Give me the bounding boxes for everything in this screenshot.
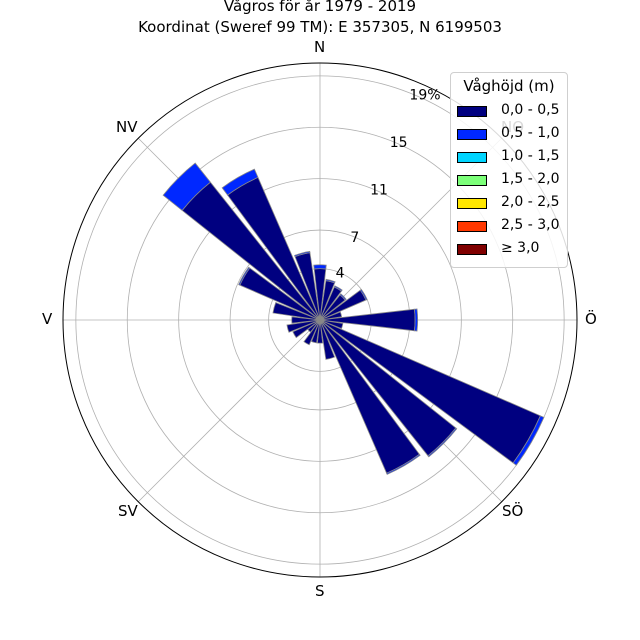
legend-label: 1,5 - 2,0: [501, 171, 560, 187]
legend-swatch: [457, 152, 487, 163]
rose-bar-165-bin-0: [319, 319, 336, 360]
rose-bar-180-bin-0: [316, 319, 324, 344]
radial-tick-label: 19%: [409, 87, 440, 103]
rose-bar-255-bin-0: [286, 319, 321, 333]
direction-label-o: Ö: [585, 310, 597, 328]
rose-bar-210-bin-0: [303, 319, 321, 346]
radial-tick-label: 7: [350, 230, 359, 246]
rose-bar-285-bin-0: [272, 302, 321, 321]
legend-swatch: [457, 129, 487, 140]
rose-bar-240-bin-0: [292, 319, 321, 339]
legend-swatch: [457, 244, 487, 255]
rose-bar-60-bin-1: [359, 288, 368, 301]
rose-bar-45-bin-1: [339, 293, 347, 301]
legend: Våghöjd (m) 0,0 - 0,5 0,5 - 1,0 1,0 - 1,…: [450, 72, 568, 268]
radial-tick-label: 11: [370, 182, 388, 198]
legend-swatch: [457, 198, 487, 209]
rose-bar-270-bin-0: [291, 316, 321, 324]
legend-swatch: [457, 175, 487, 186]
rose-bar-0-bin-1: [313, 264, 327, 270]
direction-label-v: V: [42, 310, 53, 328]
legend-swatch: [457, 221, 487, 232]
rose-bar-345-bin-1: [294, 250, 311, 258]
rose-bars: [162, 162, 545, 475]
rose-bar-330-bin-1: [221, 168, 259, 196]
chart-subtitle: Koordinat (Sweref 99 TM): E 357305, N 61…: [138, 18, 502, 36]
direction-label-nv: NV: [116, 118, 138, 136]
chart-title: Vågros för år 1979 - 2019: [223, 0, 417, 15]
rose-bar-30-bin-1: [333, 285, 343, 292]
legend-swatch: [457, 106, 487, 117]
rose-bar-300-bin-1: [238, 266, 251, 286]
direction-label-so: SÖ: [502, 502, 524, 520]
radial-tick-labels: 4 7 11 15 19%: [336, 87, 441, 281]
rose-bar-120-bin-1: [512, 415, 545, 466]
direction-label-sv: SV: [118, 502, 138, 520]
rose-bar-225-bin-0: [307, 319, 321, 333]
legend-label: 1,0 - 1,5: [501, 148, 560, 164]
radial-tick-label: 15: [390, 135, 408, 151]
legend-label: ≥ 3,0: [501, 240, 540, 256]
rose-bar-150-bin-1: [386, 453, 421, 475]
radial-tick-label: 4: [336, 266, 345, 282]
rose-bar-135-bin-1: [427, 427, 458, 458]
legend-label: 0,0 - 0,5: [501, 102, 560, 118]
grid-spoke: [137, 319, 321, 503]
rose-bar-15-bin-1: [325, 278, 336, 284]
grid-ring: [75, 75, 565, 565]
legend-label: 0,5 - 1,0: [501, 125, 560, 141]
direction-label-n: N: [314, 38, 326, 56]
rose-bar-90-bin-1: [414, 308, 419, 332]
rose-bar-75-bin-0: [319, 311, 343, 321]
legend-label: 2,5 - 3,0: [501, 217, 560, 233]
outer-ring: [62, 62, 578, 578]
legend-label: 2,0 - 2,5: [501, 194, 560, 210]
rose-bar-315-bin-1: [162, 162, 211, 211]
direction-label-s: S: [315, 582, 325, 600]
legend-title: Våghöjd (m): [463, 77, 555, 95]
grid-ring: [126, 126, 514, 514]
grid-ring: [178, 178, 462, 462]
